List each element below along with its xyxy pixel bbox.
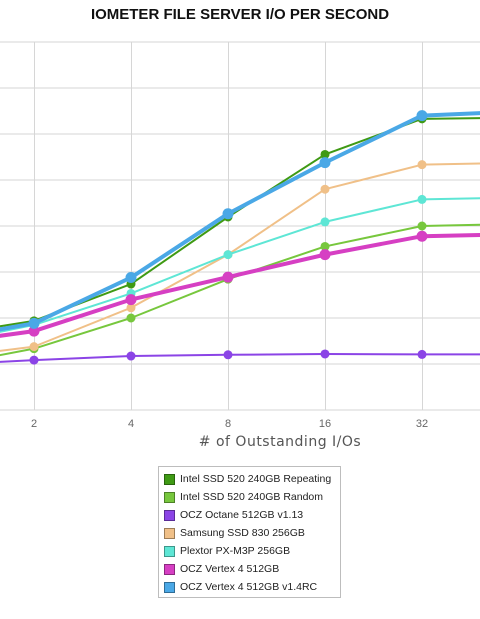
line-chart: 2 4 8 16 32 bbox=[0, 41, 480, 430]
legend-swatch bbox=[164, 563, 175, 575]
data-point bbox=[416, 110, 428, 122]
legend-label: Plextor PX-M3P 256GB bbox=[180, 545, 291, 558]
data-point bbox=[29, 342, 39, 352]
series-1 bbox=[0, 221, 480, 357]
x-tick-label: 2 bbox=[31, 418, 37, 430]
data-point bbox=[319, 249, 331, 261]
data-point bbox=[126, 313, 136, 323]
series-lines bbox=[0, 110, 480, 365]
legend-item: Plextor PX-M3P 256GB bbox=[164, 544, 290, 558]
data-point bbox=[28, 317, 40, 329]
legend-item: Intel SSD 520 240GB Repeating bbox=[164, 472, 331, 486]
legend-swatch bbox=[164, 491, 175, 503]
data-point bbox=[320, 217, 330, 227]
data-point bbox=[320, 349, 330, 359]
legend-item: OCZ Octane 512GB v1.13 bbox=[164, 508, 303, 522]
x-tick-label: 4 bbox=[128, 418, 134, 430]
series-line bbox=[0, 352, 480, 363]
series-5 bbox=[0, 230, 480, 338]
legend-swatch bbox=[164, 473, 175, 485]
chart-title: IOMETER FILE SERVER I/O PER SECOND bbox=[90, 6, 390, 23]
legend-swatch bbox=[164, 581, 175, 593]
legend-swatch bbox=[164, 527, 175, 539]
series-3 bbox=[0, 160, 480, 352]
data-point bbox=[222, 208, 234, 220]
legend-item: Samsung SSD 830 256GB bbox=[164, 526, 305, 540]
data-point bbox=[320, 184, 330, 194]
data-point bbox=[320, 241, 330, 251]
x-tick-label: 8 bbox=[225, 418, 231, 430]
data-point bbox=[417, 160, 427, 170]
data-point bbox=[28, 325, 40, 337]
data-point bbox=[125, 294, 137, 306]
data-point bbox=[416, 230, 428, 242]
legend-label: OCZ Octane 512GB v1.13 bbox=[180, 509, 304, 522]
data-point bbox=[29, 355, 39, 365]
legend-item: OCZ Vertex 4 512GB v1.4RC bbox=[164, 580, 317, 594]
data-point bbox=[125, 272, 137, 284]
data-point bbox=[126, 303, 136, 313]
x-tick-labels: 2 4 8 16 32 bbox=[31, 418, 428, 430]
x-tick-label: 32 bbox=[416, 418, 428, 430]
data-point bbox=[417, 349, 427, 359]
data-point bbox=[417, 221, 427, 231]
legend-swatch bbox=[164, 509, 175, 521]
x-tick-label: 16 bbox=[319, 418, 331, 430]
legend-label: OCZ Vertex 4 512GB v1.4RC bbox=[180, 581, 318, 594]
series-4 bbox=[0, 194, 480, 333]
data-point bbox=[417, 194, 427, 204]
data-point bbox=[223, 250, 233, 260]
series-line bbox=[0, 162, 480, 352]
legend-label: Intel SSD 520 240GB Repeating bbox=[180, 473, 332, 486]
legend-label: Intel SSD 520 240GB Random bbox=[180, 491, 324, 504]
data-point bbox=[126, 351, 136, 361]
legend-item: OCZ Vertex 4 512GB bbox=[164, 562, 279, 576]
legend-label: Samsung SSD 830 256GB bbox=[180, 527, 305, 540]
legend: Intel SSD 520 240GB Repeating Intel SSD 5… bbox=[158, 466, 341, 598]
data-point bbox=[222, 271, 234, 283]
x-axis-title: # of Outstanding I/Os bbox=[198, 434, 362, 450]
series-line bbox=[0, 197, 480, 333]
data-point bbox=[320, 149, 330, 159]
gridlines bbox=[0, 41, 480, 411]
data-point bbox=[223, 350, 233, 360]
legend-swatch bbox=[164, 545, 175, 557]
legend-item: Intel SSD 520 240GB Random bbox=[164, 490, 323, 504]
series-6 bbox=[0, 110, 480, 332]
legend-label: OCZ Vertex 4 512GB bbox=[180, 563, 280, 576]
series-2 bbox=[0, 349, 480, 365]
data-point bbox=[319, 157, 331, 169]
